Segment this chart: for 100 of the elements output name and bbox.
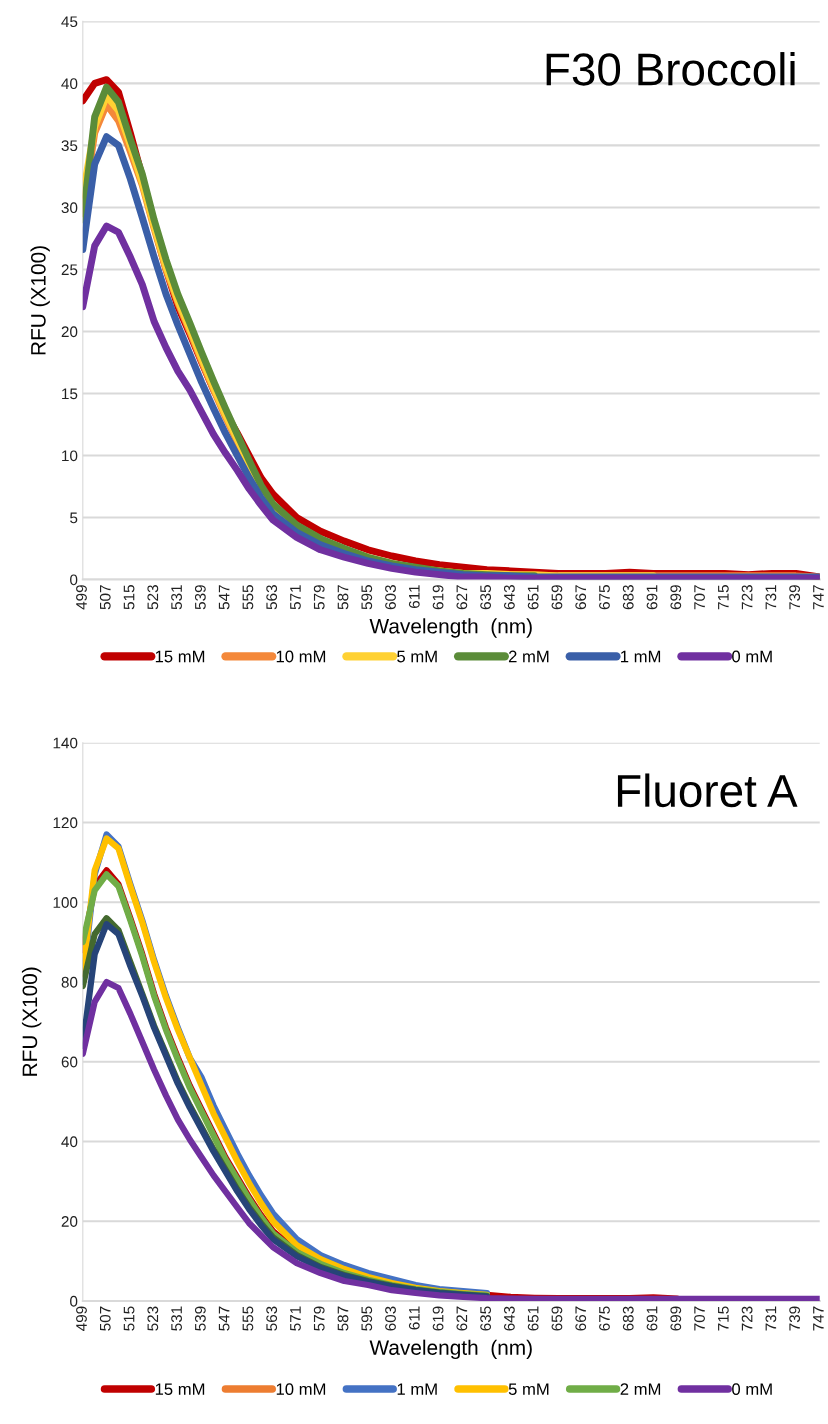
x-tick-label: 611 xyxy=(408,1306,420,1330)
x-tick-label: 571 xyxy=(290,1306,301,1331)
x-tick-label: 675 xyxy=(599,1306,610,1331)
x-tick-label: 707 xyxy=(694,1306,705,1331)
y-tick-label: 5 xyxy=(70,512,78,524)
x-tick-label: 555 xyxy=(242,585,254,610)
x-tick-label: 659 xyxy=(551,1306,563,1331)
x-axis-title: Wavelength (nm) xyxy=(369,1339,532,1360)
x-tick-label: 563 xyxy=(266,585,278,610)
y-tick-label: 30 xyxy=(61,202,78,214)
x-tick-label: 699 xyxy=(670,585,682,610)
x-tick-label: 499 xyxy=(76,585,87,610)
y-axis-title: RFU (X100) xyxy=(30,246,50,355)
x-tick-label: 683 xyxy=(622,585,634,610)
text: F30 Broccoli xyxy=(546,52,795,86)
x-tick-label: 579 xyxy=(313,585,325,610)
x-tick-label: 731 xyxy=(765,1306,777,1331)
legend-label: 5 mM xyxy=(508,1383,549,1396)
x-tick-label: 747 xyxy=(813,1306,824,1331)
x-tick-label: 547 xyxy=(218,1306,230,1331)
x-tick-label: 667 xyxy=(575,1306,587,1331)
x-tick-label: 539 xyxy=(194,1306,206,1331)
y-tick-label: 10 xyxy=(62,450,78,462)
y-tick-label: 100 xyxy=(53,897,78,908)
x-tick-label: 667 xyxy=(575,585,587,610)
y-tick-label: 80 xyxy=(61,976,78,988)
x-tick-label: 691 xyxy=(646,1306,658,1331)
x-tick-label: 547 xyxy=(218,585,230,610)
y-tick-label: 40 xyxy=(61,1136,78,1148)
x-axis-title: Wavelength (nm) xyxy=(369,618,532,638)
x-tick-label: 515 xyxy=(123,1306,135,1331)
legend-label: 1 mM xyxy=(397,1383,437,1395)
legend-label: 0 mM xyxy=(732,650,772,663)
x-tick-label: 731 xyxy=(765,585,777,610)
y-tick-label: 45 xyxy=(61,16,78,28)
x-tick-label: 531 xyxy=(171,585,182,610)
y-tick-label: 120 xyxy=(53,817,78,829)
x-tick-label: 659 xyxy=(551,585,563,610)
x-tick-label: 707 xyxy=(694,585,705,610)
y-axis-title: RFU (X100) xyxy=(21,967,42,1076)
x-tick-label: 723 xyxy=(741,585,753,610)
x-tick-label: 683 xyxy=(622,1306,634,1331)
x-tick-label: 515 xyxy=(123,585,135,610)
x-tick-label: 723 xyxy=(741,1306,753,1331)
x-tick-label: 715 xyxy=(718,1306,729,1331)
x-tick-label: 531 xyxy=(171,1306,182,1331)
x-tick-label: 739 xyxy=(789,585,801,610)
x-tick-label: 627 xyxy=(456,585,468,610)
x-tick-label: 499 xyxy=(76,1306,87,1331)
y-tick-label: 0 xyxy=(70,1295,78,1307)
legend-label: 15 mM xyxy=(155,1383,205,1396)
x-tick-label: 651 xyxy=(527,1306,539,1331)
x-tick-label: 507 xyxy=(99,1306,111,1331)
x-tick-label: 603 xyxy=(385,585,396,610)
legend-label: 10 mM xyxy=(276,1383,326,1396)
x-tick-label: 651 xyxy=(527,585,539,610)
legend-label: 10 mM xyxy=(276,650,326,663)
x-tick-label: 523 xyxy=(147,1306,159,1331)
x-tick-label: 571 xyxy=(290,585,301,610)
legend-label: 2 mM xyxy=(508,650,549,663)
y-tick-label: 60 xyxy=(61,1056,78,1068)
x-tick-label: 587 xyxy=(337,585,349,610)
y-tick-label: 35 xyxy=(61,140,78,152)
x-tick-label: 643 xyxy=(503,585,515,610)
x-tick-label: 675 xyxy=(599,585,610,610)
x-tick-label: 587 xyxy=(337,1306,349,1331)
x-tick-label: 635 xyxy=(480,1306,492,1331)
legend-label: 2 mM xyxy=(620,1383,661,1395)
y-tick-label: 20 xyxy=(61,1216,78,1227)
text: Fluoret A xyxy=(617,773,798,808)
x-tick-label: 507 xyxy=(99,585,111,610)
x-tick-label: 563 xyxy=(266,1306,278,1331)
x-tick-label: 627 xyxy=(456,1306,468,1331)
legend-label: 0 mM xyxy=(732,1383,772,1396)
x-tick-label: 595 xyxy=(361,585,373,610)
x-tick-label: 715 xyxy=(718,585,729,610)
legend-label: 1 mM xyxy=(621,650,661,663)
x-tick-label: 611 xyxy=(408,585,420,609)
x-tick-label: 603 xyxy=(385,1306,396,1331)
x-tick-label: 539 xyxy=(194,585,206,610)
x-tick-label: 747 xyxy=(813,585,824,610)
x-tick-label: 699 xyxy=(670,1306,682,1331)
x-tick-label: 595 xyxy=(361,1306,373,1331)
y-tick-label: 25 xyxy=(61,264,78,276)
y-tick-label: 140 xyxy=(53,737,78,749)
x-tick-label: 643 xyxy=(503,1306,515,1331)
y-tick-label: 0 xyxy=(70,574,78,586)
legend-label: 15 mM xyxy=(155,650,205,663)
legend-label: 5 mM xyxy=(397,650,437,663)
x-tick-label: 619 xyxy=(432,585,444,610)
y-tick-label: 20 xyxy=(61,326,78,338)
x-tick-label: 579 xyxy=(313,1306,325,1331)
x-tick-label: 739 xyxy=(789,1306,801,1331)
y-tick-label: 40 xyxy=(61,78,78,90)
x-tick-label: 619 xyxy=(432,1306,444,1331)
x-tick-label: 691 xyxy=(646,585,658,610)
y-tick-label: 15 xyxy=(62,388,78,400)
x-tick-label: 555 xyxy=(242,1306,254,1331)
x-tick-label: 635 xyxy=(480,585,492,610)
x-tick-label: 523 xyxy=(147,585,159,610)
